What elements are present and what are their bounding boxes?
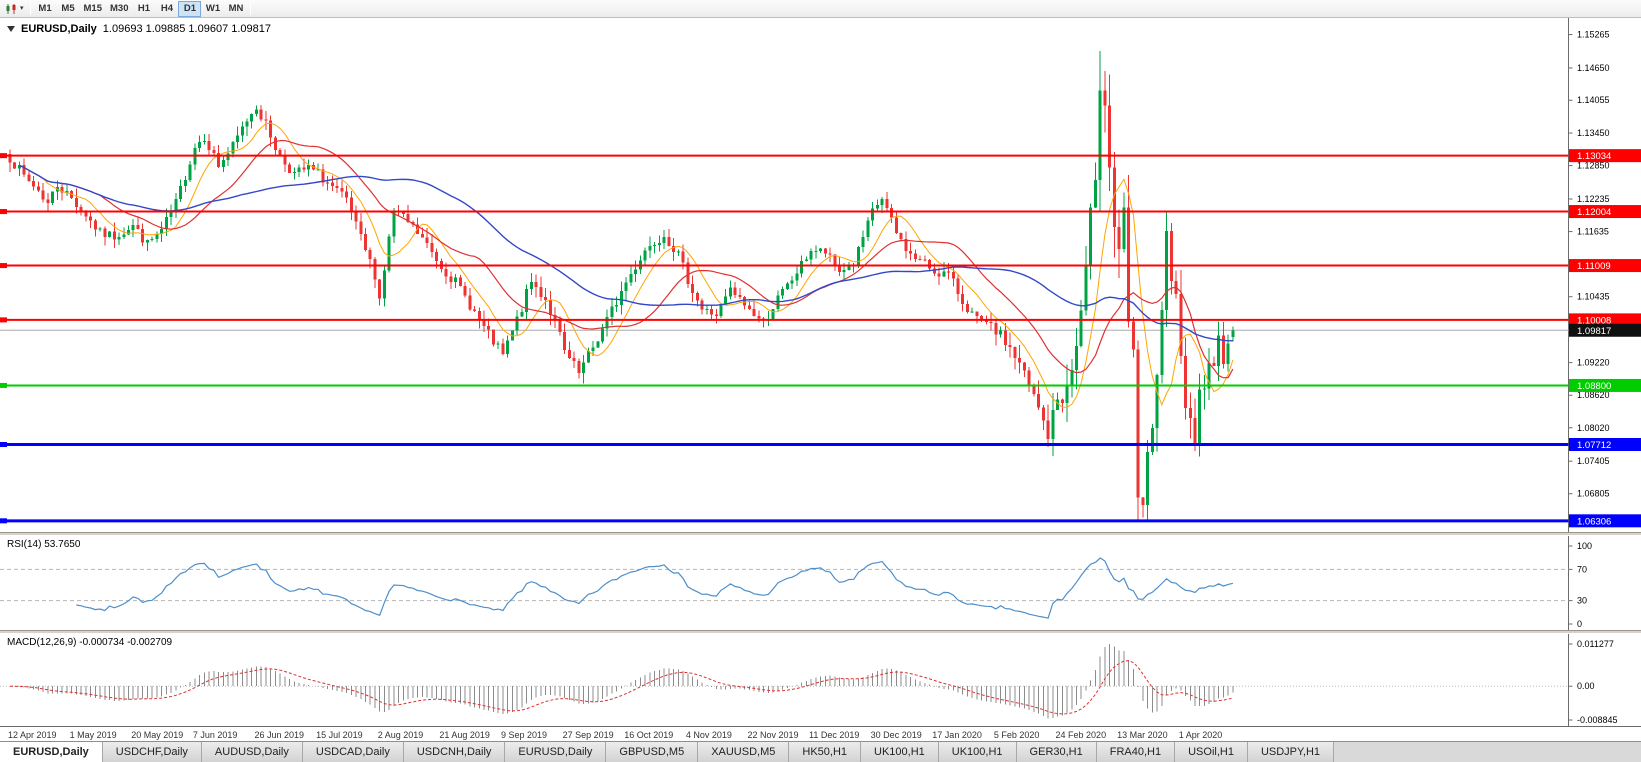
date-label: 30 Dec 2019 [870,730,922,740]
svg-text:1.12850: 1.12850 [1577,161,1610,171]
svg-text:1.15265: 1.15265 [1577,30,1610,40]
rsi-chart-canvas[interactable]: 100 70 30 0 [0,536,1641,630]
price-chart-canvas[interactable]: 1.15265 1.14650 1.14055 1.13450 1.12850 1.122… [0,18,1641,532]
date-label: 1 Apr 2020 [1178,730,1223,740]
date-label: 21 Aug 2019 [439,730,490,740]
date-label: 11 Dec 2019 [809,730,860,740]
timeframe-button-M15[interactable]: M15 [83,3,102,14]
svg-text:1.07712: 1.07712 [1577,440,1611,451]
svg-text:0.00: 0.00 [1577,681,1595,691]
date-label: 9 Sep 2019 [500,730,547,740]
chart-tab-AUDUSD-Daily[interactable]: AUDUSD,Daily [201,742,303,762]
triangle-down-icon [7,26,15,32]
svg-text:70: 70 [1577,564,1587,574]
svg-text:1.12004: 1.12004 [1577,207,1611,218]
svg-text:1.14650: 1.14650 [1577,63,1610,73]
macd-label: MACD(12,26,9) -0.000734 -0.002709 [7,637,173,648]
date-label: 26 Jun 2019 [254,730,305,740]
svg-text:-0.008845: -0.008845 [1577,715,1618,725]
date-label: 12 Apr 2019 [8,730,57,740]
timeframe-button-H1[interactable]: H1 [137,3,151,14]
date-label: 1 May 2019 [69,730,117,740]
timeframe-toolbar: ▾ M1 M5 M15 M30 H1 H4 D1 W1 MN [0,0,1641,18]
date-label: 24 Feb 2020 [1055,730,1107,740]
svg-text:1.13034: 1.13034 [1577,151,1611,162]
macd-indicator-panel: 0.011277 0.00 -0.008845 MACD(12,26,9) -0.0… [0,634,1641,726]
macd-histogram [14,644,1234,719]
svg-text:1.08020: 1.08020 [1577,423,1610,433]
chart-tab-FRA40-H1[interactable]: FRA40,H1 [1096,742,1176,762]
svg-text:1.11635: 1.11635 [1577,227,1609,237]
rsi-indicator-panel: 100 70 30 0 RSI(14) 53.7650 [0,536,1641,630]
timeframe-button-M1[interactable]: M1 [38,3,52,14]
toolbar-separator [29,2,31,15]
svg-text:1.14055: 1.14055 [1577,95,1610,105]
panel-resize-handle[interactable] [0,630,1641,634]
chart-tab-USDCAD-Daily[interactable]: USDCAD,Daily [302,742,404,762]
svg-text:1.08800: 1.08800 [1577,381,1611,392]
timeframe-button-W1[interactable]: W1 [205,3,221,14]
chart-tab-GBPUSD-M5[interactable]: GBPUSD,M5 [606,742,699,762]
svg-text:1.10435: 1.10435 [1577,292,1610,302]
svg-text:1.12235: 1.12235 [1577,194,1610,204]
price-axis: 1.15265 1.14650 1.14055 1.13450 1.12850 1.122… [1568,30,1610,499]
chart-tab-HK50-H1[interactable]: HK50,H1 [789,742,862,762]
chart-tab-EURUSD-Daily[interactable]: EURUSD,Daily [505,742,607,762]
svg-text:0: 0 [1577,619,1582,629]
date-label: 22 Nov 2019 [747,730,799,740]
date-label: 27 Sep 2019 [562,730,614,740]
candles-layer [8,51,1235,521]
chart-symbol-title: EURUSD,Daily [21,23,97,35]
date-label: 4 Nov 2019 [685,730,732,740]
timeframe-button-D1[interactable]: D1 [178,0,202,17]
svg-text:1.09220: 1.09220 [1577,358,1610,368]
price-chart-panel: 1.15265 1.14650 1.14055 1.13450 1.12850 1.122… [0,18,1641,532]
svg-text:1.08620: 1.08620 [1577,390,1610,400]
date-label: 20 May 2019 [131,730,184,740]
chart-title: EURUSD,Daily 1.09693 1.09885 1.09607 1.0… [7,23,271,35]
svg-text:1.13450: 1.13450 [1577,128,1610,138]
chart-tab-USDJPY-H1[interactable]: USDJPY,H1 [1247,742,1335,762]
timeframe-button-group: M1 M5 M15 M30 H1 H4 D1 W1 MN [34,0,248,17]
chart-tab-EURUSD-Daily[interactable]: EURUSD,Daily [0,742,103,762]
panel-resize-handle[interactable] [0,532,1641,536]
chart-tab-UK100-H1[interactable]: UK100,H1 [938,742,1017,762]
svg-text:0.011277: 0.011277 [1577,639,1614,649]
date-label: 17 Jan 2020 [932,730,982,740]
svg-text:1.06306: 1.06306 [1577,516,1611,527]
time-axis: 12 Apr 2019 1 May 2019 20 May 2019 7 Jun 20… [0,726,1641,741]
svg-text:1.09817: 1.09817 [1577,326,1611,337]
date-label: 2 Aug 2019 [377,730,424,740]
svg-text:1.11009: 1.11009 [1577,261,1611,272]
date-label: 16 Oct 2019 [624,730,674,740]
chart-tab-XAUUSD-M5[interactable]: XAUUSD,M5 [698,742,790,762]
svg-text:30: 30 [1577,596,1587,606]
date-label: 15 Jul 2019 [316,730,363,740]
chart-tab-USDCHF-Daily[interactable]: USDCHF,Daily [102,742,202,762]
macd-chart-canvas[interactable]: 0.011277 0.00 -0.008845 [0,634,1641,726]
chart-tab-USDCNH-Daily[interactable]: USDCNH,Daily [403,742,506,762]
timeframe-button-H4[interactable]: H4 [160,3,174,14]
chart-tab-bar: EURUSD,Daily USDCHF,Daily AUDUSD,Daily USDC… [0,741,1641,762]
timeframe-button-M5[interactable]: M5 [61,3,75,14]
svg-text:1.10008: 1.10008 [1577,315,1611,326]
svg-text:1.07405: 1.07405 [1577,456,1610,466]
date-label: 7 Jun 2019 [192,730,238,740]
svg-text:1.06805: 1.06805 [1577,489,1610,499]
chart-tab-GER30-H1[interactable]: GER30,H1 [1016,742,1097,762]
chart-tab-USOil-H1[interactable]: USOil,H1 [1175,742,1248,762]
chart-tab-UK100-H1[interactable]: UK100,H1 [861,742,939,762]
candlestick-chart-icon [6,3,16,14]
toolbar-separator [250,2,252,15]
rsi-label: RSI(14) 53.7650 [7,539,81,550]
chart-ohlc-values: 1.09693 1.09885 1.09607 1.09817 [102,23,272,35]
date-label: 13 Mar 2020 [1117,730,1168,740]
dropdown-caret-icon: ▾ [20,5,24,12]
date-label: 5 Feb 2020 [993,730,1040,740]
svg-text:100: 100 [1577,541,1592,551]
horizontal-level-lines[interactable] [0,153,1569,524]
timeframe-button-MN[interactable]: MN [228,3,244,14]
timeframe-button-M30[interactable]: M30 [110,3,129,14]
chart-type-button[interactable]: ▾ [2,1,27,17]
